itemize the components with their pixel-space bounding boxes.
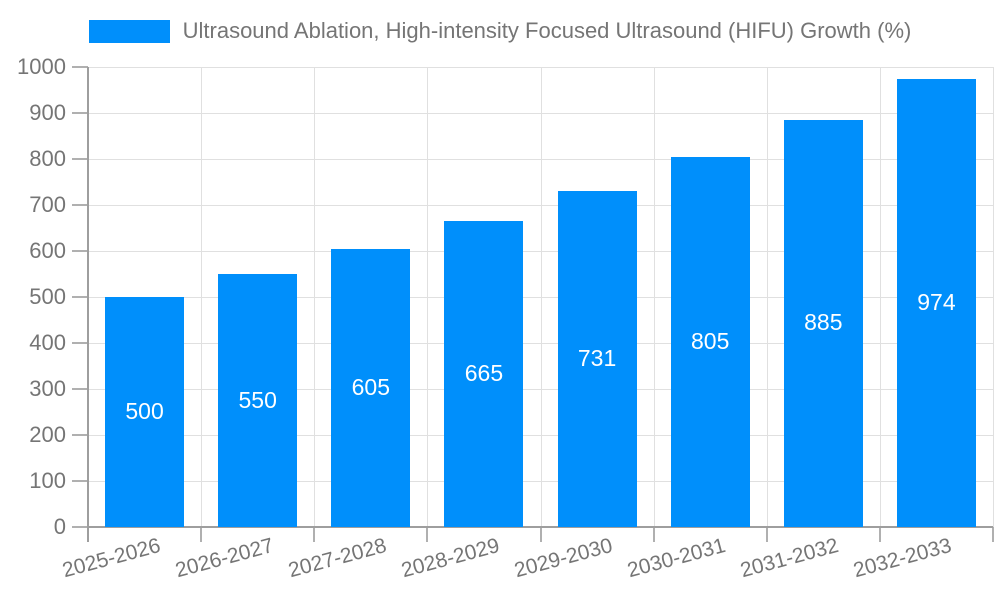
bar[interactable] <box>331 248 411 527</box>
x-gridline <box>314 67 316 527</box>
x-axis-tick <box>426 527 429 542</box>
bar-value-label: 885 <box>804 309 843 336</box>
bar-value-label: 805 <box>691 327 730 354</box>
y-tick-label: 600 <box>29 238 66 263</box>
bar[interactable] <box>444 221 524 527</box>
bar[interactable] <box>670 156 750 527</box>
bar-value-label: 731 <box>577 344 617 371</box>
y-axis-tick <box>72 480 88 482</box>
bar[interactable] <box>218 274 298 527</box>
y-axis-tick <box>72 434 88 436</box>
y-tick-label: 900 <box>29 100 66 125</box>
x-gridline <box>879 67 881 527</box>
legend-color-swatch <box>88 19 170 43</box>
y-axis-tick <box>72 388 88 390</box>
x-gridline <box>540 67 542 527</box>
y-axis-tick <box>72 342 88 344</box>
bar-value-label: 665 <box>464 360 504 387</box>
y-tick-label: 100 <box>29 468 66 493</box>
y-axis-tick <box>72 296 88 298</box>
bar[interactable] <box>783 119 863 527</box>
x-axis-tick <box>539 527 542 542</box>
y-axis-tick <box>72 250 88 252</box>
y-tick-label: 300 <box>29 376 66 401</box>
x-gridline <box>993 67 994 527</box>
y-tick-label: 800 <box>29 146 66 171</box>
y-tick-label: 500 <box>29 284 66 309</box>
x-gridline <box>766 67 768 527</box>
y-tick-label: 1000 <box>17 54 66 79</box>
x-gridline <box>201 67 203 527</box>
y-axis-tick <box>72 526 88 528</box>
legend-label: Ultrasound Ablation, High-intensity Focu… <box>182 18 912 43</box>
bar[interactable] <box>105 297 185 527</box>
bar-value-label: 500 <box>125 398 164 424</box>
y-tick-label: 200 <box>29 422 66 447</box>
x-axis-tick <box>200 527 203 542</box>
x-axis-tick <box>992 527 994 542</box>
bar-value-label: 605 <box>351 373 390 400</box>
y-axis-tick <box>72 158 88 160</box>
y-axis-tick <box>72 66 88 68</box>
y-tick-label: 400 <box>29 330 66 355</box>
bar[interactable] <box>896 78 976 527</box>
legend[interactable]: Ultrasound Ablation, High-intensity Focu… <box>0 18 1000 44</box>
x-axis-tick <box>652 527 655 542</box>
bar-value-label: 974 <box>917 288 956 315</box>
bar-value-label: 550 <box>238 386 277 413</box>
y-tick-label: 0 <box>53 514 66 539</box>
bar[interactable] <box>557 190 637 527</box>
x-axis-tick <box>313 527 316 542</box>
y-axis-tick <box>72 112 88 114</box>
x-axis-line <box>88 526 993 528</box>
x-axis-tick <box>878 527 881 542</box>
y-axis-line <box>87 67 89 542</box>
x-axis-tick <box>765 527 768 542</box>
y-tick-label: 700 <box>29 192 66 217</box>
y-axis-tick <box>72 204 88 206</box>
x-gridline <box>427 67 429 527</box>
x-gridline <box>653 67 655 527</box>
